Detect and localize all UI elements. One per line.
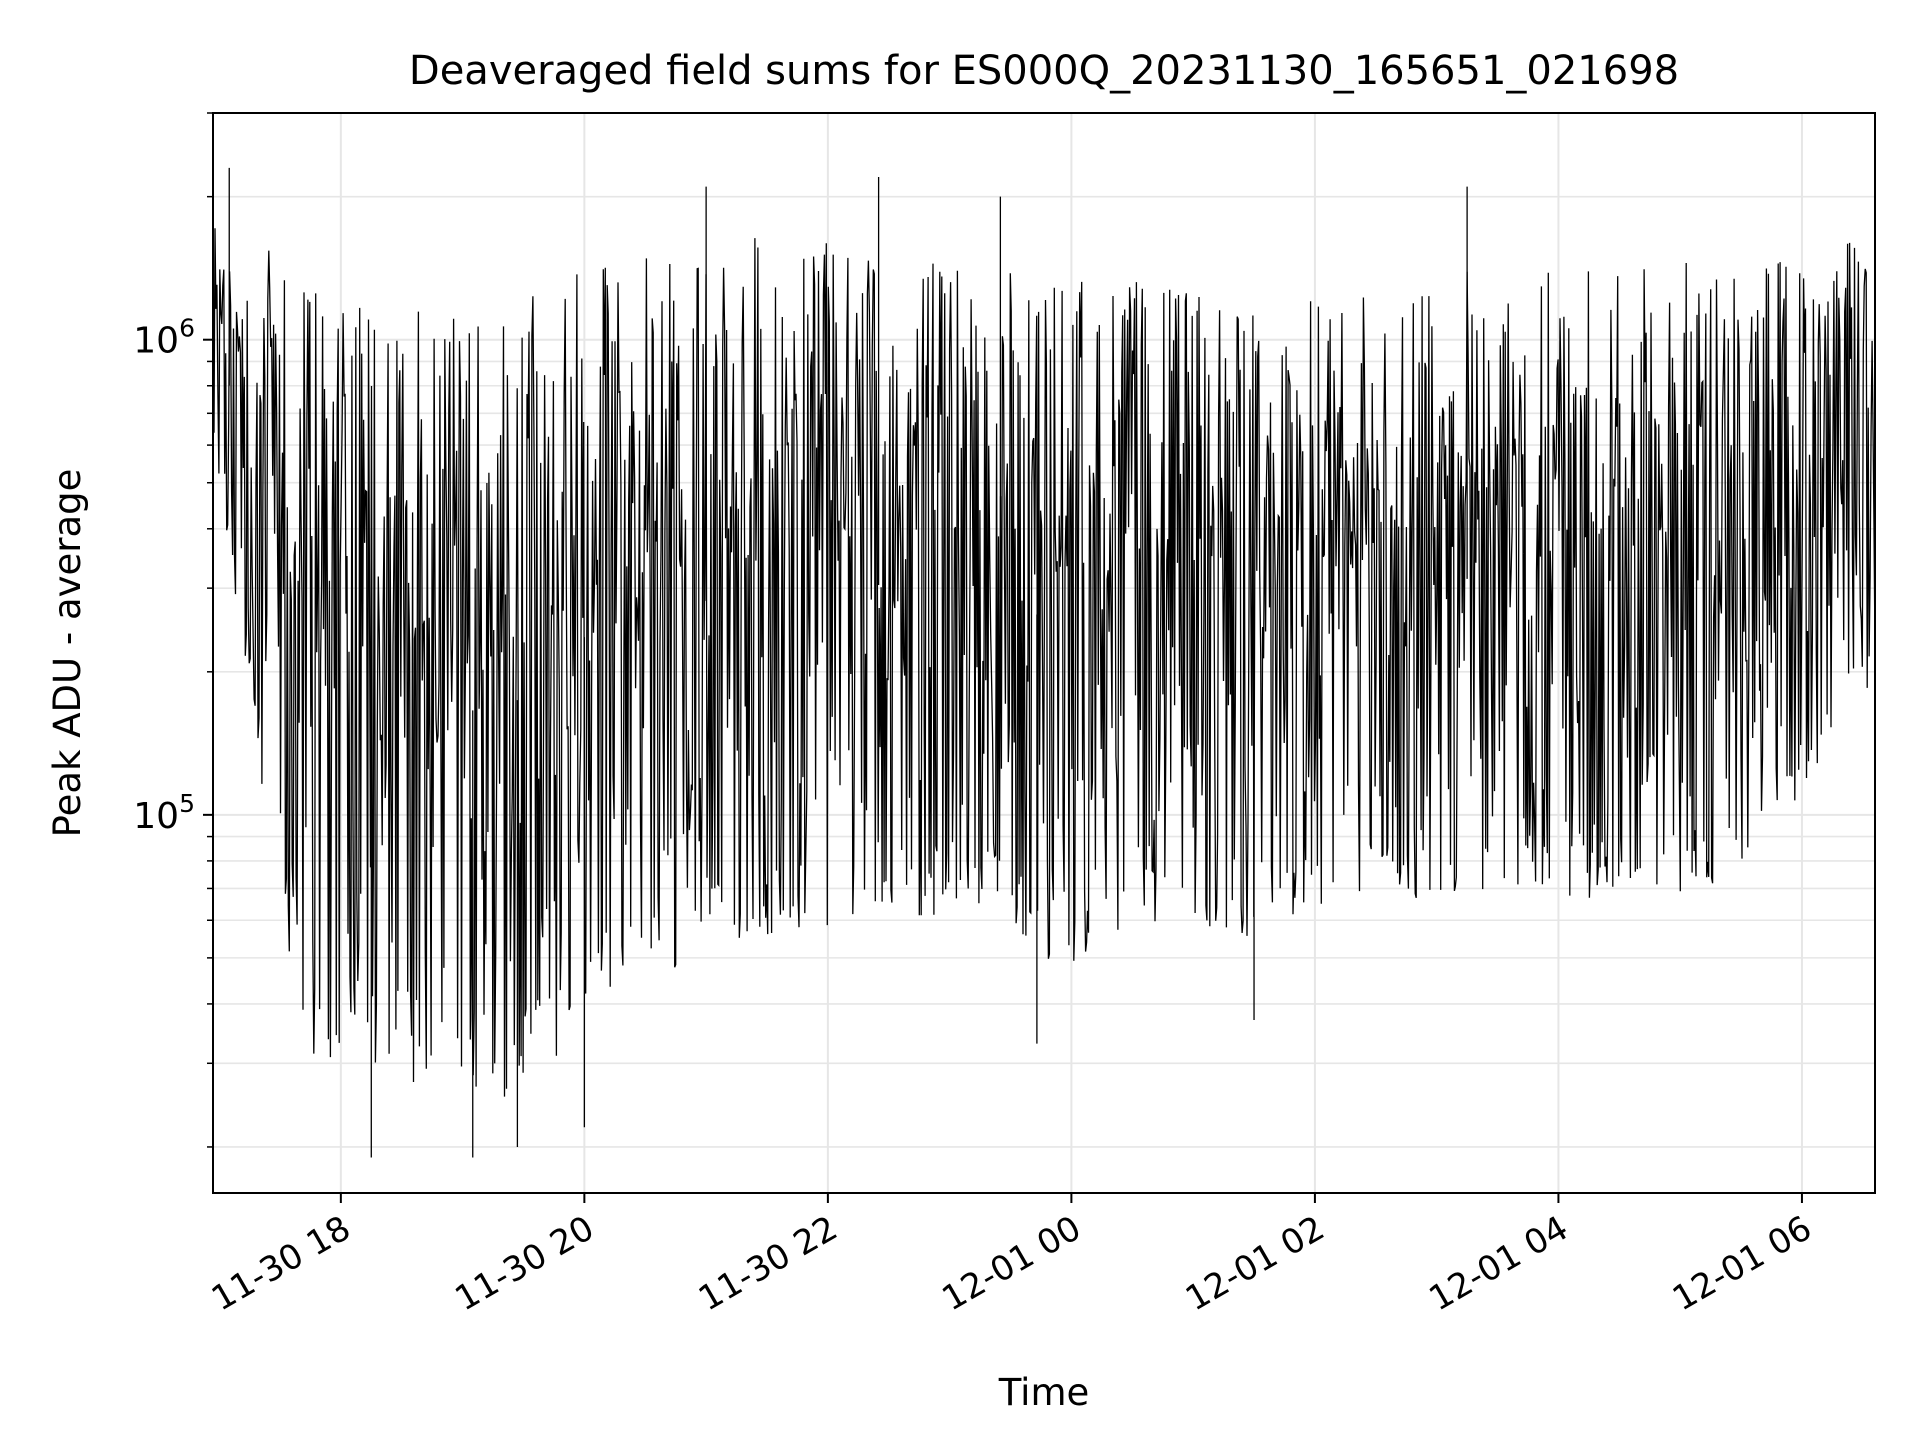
- chart-title: Deaveraged field sums for ES000Q_2023113…: [409, 48, 1679, 94]
- y-tick-label: 106: [133, 314, 195, 362]
- data-series: [212, 167, 1876, 1158]
- y-tick-label: 105: [133, 789, 195, 837]
- plot-frame: [212, 112, 1876, 1194]
- y-axis-label: Peak ADU - average: [46, 469, 89, 838]
- series-line: [212, 228, 1876, 1097]
- x-axis-label: Time: [998, 1371, 1090, 1414]
